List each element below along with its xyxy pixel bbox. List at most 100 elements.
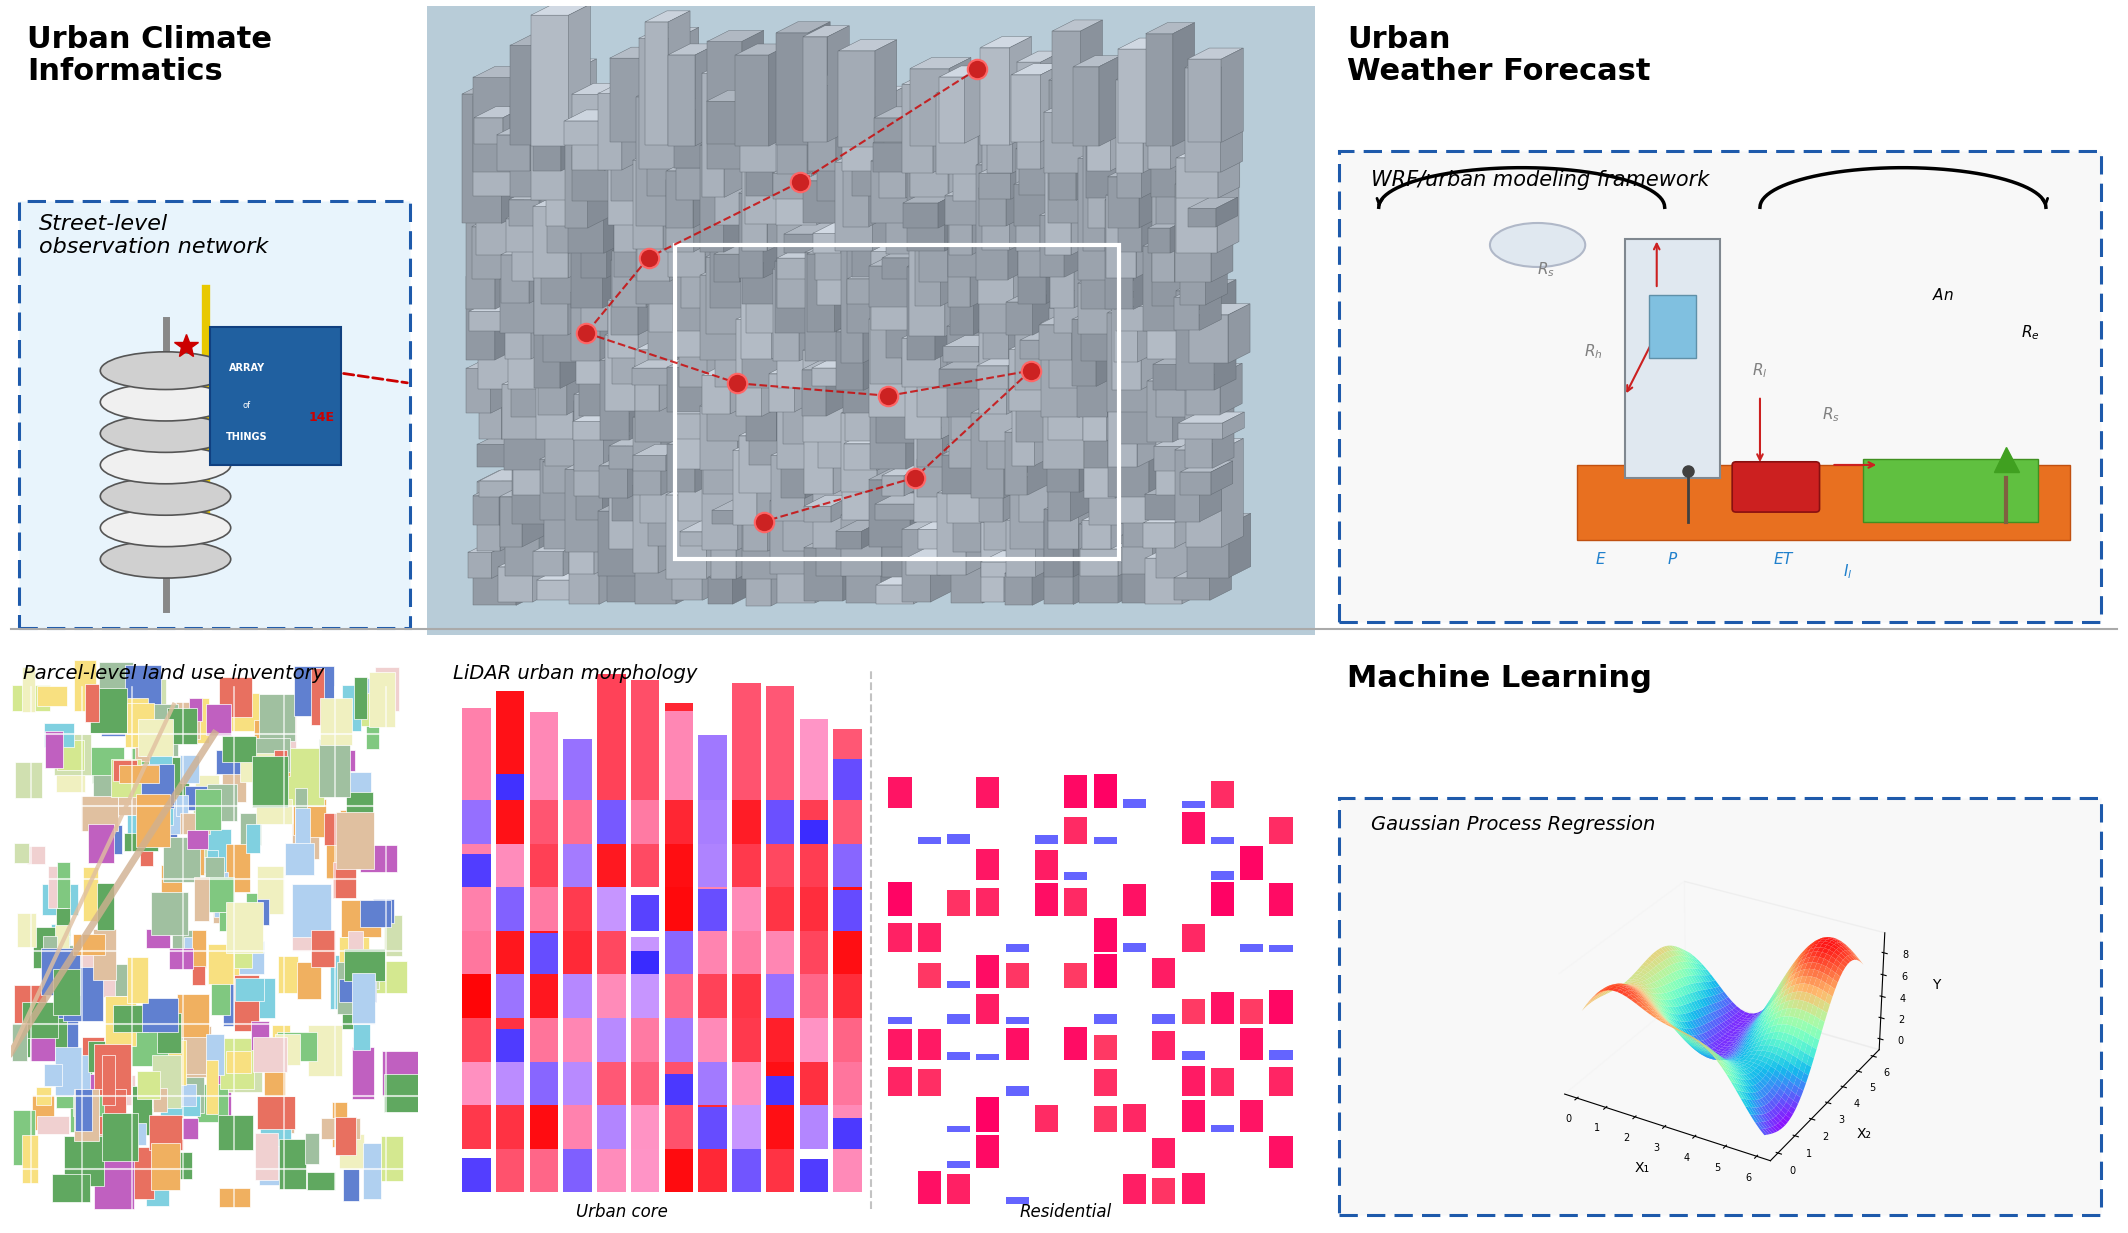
FancyBboxPatch shape — [1577, 465, 2071, 540]
Polygon shape — [911, 150, 932, 223]
Polygon shape — [917, 529, 960, 549]
FancyBboxPatch shape — [496, 1028, 523, 1105]
Polygon shape — [598, 94, 621, 170]
Polygon shape — [534, 196, 589, 206]
Polygon shape — [511, 46, 532, 145]
FancyBboxPatch shape — [172, 930, 196, 961]
Polygon shape — [551, 433, 572, 494]
Polygon shape — [513, 433, 534, 467]
FancyBboxPatch shape — [89, 824, 115, 863]
Polygon shape — [702, 375, 730, 414]
Polygon shape — [881, 476, 904, 496]
Polygon shape — [802, 359, 847, 370]
Ellipse shape — [100, 477, 230, 515]
Polygon shape — [836, 74, 858, 171]
FancyBboxPatch shape — [53, 734, 92, 776]
Polygon shape — [711, 301, 734, 387]
FancyBboxPatch shape — [151, 1054, 181, 1108]
FancyBboxPatch shape — [630, 951, 660, 974]
Polygon shape — [843, 354, 896, 365]
Polygon shape — [598, 510, 641, 576]
FancyBboxPatch shape — [83, 1037, 104, 1054]
Polygon shape — [941, 547, 962, 575]
Polygon shape — [979, 261, 1030, 272]
Polygon shape — [479, 302, 541, 312]
Polygon shape — [847, 222, 872, 333]
Polygon shape — [736, 319, 762, 417]
Polygon shape — [1173, 370, 1194, 443]
Polygon shape — [1219, 364, 1243, 414]
FancyBboxPatch shape — [800, 719, 828, 800]
Polygon shape — [572, 465, 594, 549]
FancyBboxPatch shape — [85, 1104, 123, 1160]
Polygon shape — [1149, 302, 1173, 412]
Polygon shape — [1151, 191, 1175, 282]
Polygon shape — [1115, 307, 1138, 361]
Polygon shape — [760, 150, 781, 224]
FancyBboxPatch shape — [766, 800, 794, 843]
FancyBboxPatch shape — [1034, 850, 1058, 880]
Polygon shape — [609, 290, 660, 300]
FancyBboxPatch shape — [598, 851, 626, 931]
Polygon shape — [802, 37, 828, 142]
FancyBboxPatch shape — [834, 953, 862, 1062]
Polygon shape — [672, 252, 709, 330]
Polygon shape — [981, 551, 1045, 562]
Polygon shape — [1141, 280, 1164, 390]
Polygon shape — [677, 270, 702, 358]
Polygon shape — [706, 31, 764, 42]
Polygon shape — [802, 26, 849, 37]
FancyBboxPatch shape — [74, 1089, 92, 1131]
FancyBboxPatch shape — [294, 788, 306, 843]
FancyBboxPatch shape — [21, 1136, 38, 1182]
Polygon shape — [675, 85, 696, 226]
Polygon shape — [775, 261, 817, 333]
Polygon shape — [804, 427, 834, 494]
Polygon shape — [1107, 302, 1173, 313]
Polygon shape — [534, 263, 568, 335]
Polygon shape — [1151, 231, 1215, 242]
Polygon shape — [979, 409, 1017, 441]
FancyBboxPatch shape — [1649, 295, 1696, 358]
Polygon shape — [541, 174, 594, 184]
FancyBboxPatch shape — [151, 891, 187, 936]
FancyBboxPatch shape — [340, 900, 381, 937]
Polygon shape — [1055, 148, 1077, 195]
Polygon shape — [1083, 422, 1124, 467]
FancyBboxPatch shape — [530, 760, 558, 888]
Polygon shape — [532, 556, 555, 602]
Polygon shape — [913, 240, 934, 330]
Polygon shape — [841, 504, 904, 515]
Polygon shape — [700, 395, 760, 406]
Polygon shape — [1041, 312, 1100, 323]
Polygon shape — [907, 129, 945, 252]
Polygon shape — [496, 123, 551, 134]
Polygon shape — [532, 131, 562, 171]
Polygon shape — [960, 448, 981, 497]
Polygon shape — [606, 539, 641, 602]
Polygon shape — [568, 175, 604, 253]
Polygon shape — [534, 206, 568, 277]
Polygon shape — [658, 475, 681, 573]
Polygon shape — [953, 471, 1002, 482]
Polygon shape — [907, 399, 928, 470]
FancyBboxPatch shape — [1124, 943, 1147, 952]
Polygon shape — [611, 159, 655, 201]
Polygon shape — [949, 374, 996, 385]
FancyBboxPatch shape — [977, 1134, 1000, 1168]
Polygon shape — [1009, 355, 1030, 390]
Polygon shape — [915, 367, 936, 443]
Polygon shape — [538, 293, 589, 305]
Polygon shape — [534, 252, 589, 263]
Polygon shape — [604, 84, 626, 170]
Polygon shape — [572, 206, 624, 217]
Polygon shape — [702, 73, 724, 197]
Polygon shape — [534, 540, 585, 551]
Polygon shape — [647, 239, 668, 307]
Text: Parcel-level land use inventory: Parcel-level land use inventory — [23, 665, 323, 683]
Polygon shape — [1119, 173, 1164, 184]
Polygon shape — [547, 176, 587, 226]
Polygon shape — [1079, 549, 1117, 576]
Polygon shape — [892, 268, 913, 305]
Polygon shape — [1185, 375, 1219, 414]
